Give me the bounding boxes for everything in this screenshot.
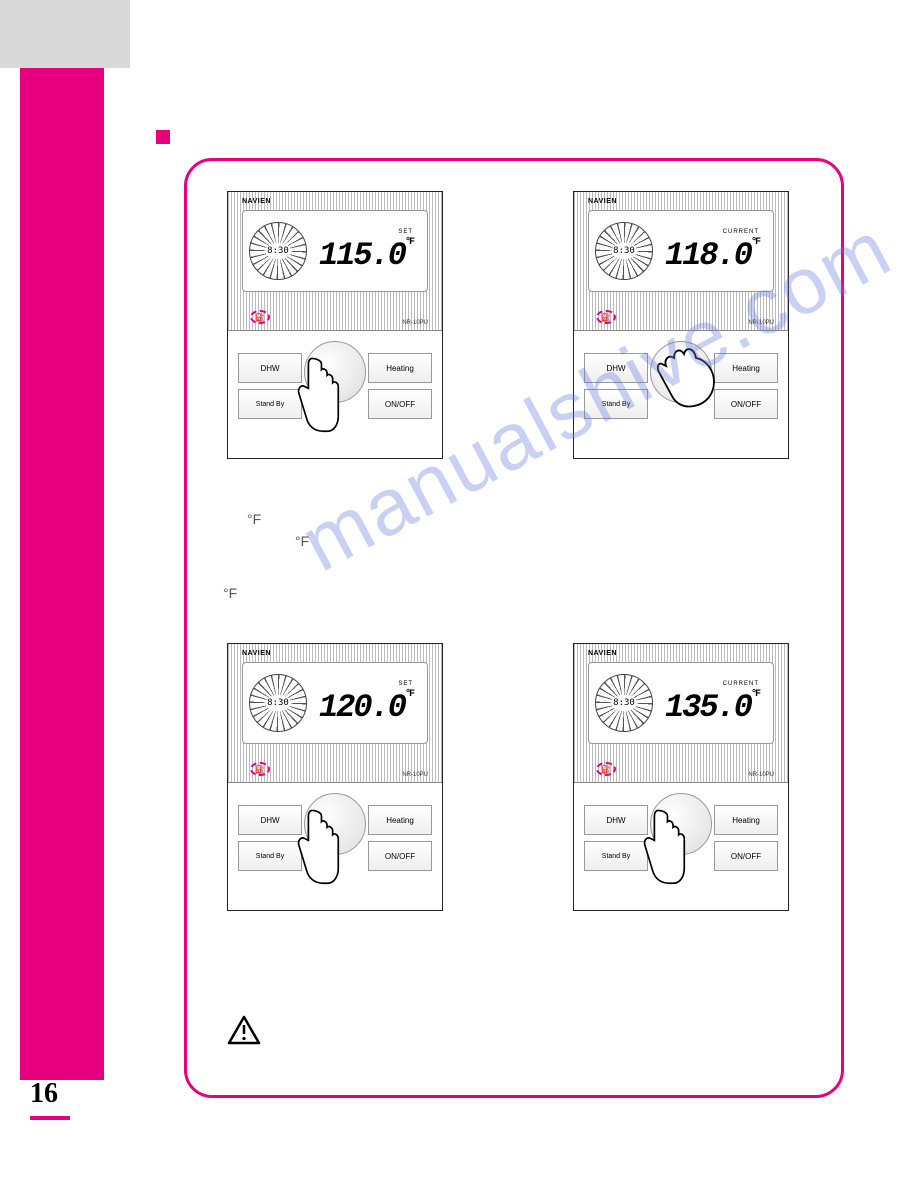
warning-icon bbox=[227, 1015, 261, 1045]
page-number: 16 bbox=[30, 1078, 70, 1120]
temp-readout: SET 120.0°F bbox=[307, 681, 421, 726]
rotary-dial[interactable] bbox=[304, 341, 366, 403]
lcd-screen: CURRENT 118.0°F bbox=[588, 210, 774, 292]
tap-icon bbox=[250, 310, 270, 324]
device-controls: DHW Heating Stand By ON/OFF bbox=[228, 330, 442, 460]
temp-readout: CURRENT 118.0°F bbox=[653, 229, 767, 274]
temp-readout: CURRENT 135.0°F bbox=[653, 681, 767, 726]
magenta-sidebar: OPERATING INSTRUCTIONS bbox=[20, 68, 104, 1080]
temp-value: 118.0°F bbox=[653, 237, 759, 274]
temp-value: 115.0°F bbox=[307, 237, 413, 274]
model-label: NR-10PU bbox=[402, 320, 428, 326]
lcd-screen: SET 120.0°F bbox=[242, 662, 428, 744]
rotary-dial[interactable] bbox=[650, 793, 712, 855]
temp-readout: SET 115.0°F bbox=[307, 229, 421, 274]
brand-label: NAVIEN bbox=[242, 198, 271, 205]
deg-f-mark: °F bbox=[295, 533, 309, 549]
tap-icon bbox=[596, 762, 616, 776]
onoff-button[interactable]: ON/OFF bbox=[368, 389, 432, 419]
temp-mode-label: CURRENT bbox=[653, 229, 759, 235]
deg-f-mark: °F bbox=[223, 585, 237, 601]
lcd-screen: SET 115.0°F bbox=[242, 210, 428, 292]
onoff-button[interactable]: ON/OFF bbox=[714, 841, 778, 871]
device-controls: DHW Heating Stand By ON/OFF bbox=[574, 330, 788, 460]
dhw-button[interactable]: DHW bbox=[584, 353, 648, 383]
instruction-panel: NAVIEN SET 115.0°F NR-10PU DHW Heating S… bbox=[184, 158, 844, 1098]
brand-label: NAVIEN bbox=[588, 650, 617, 657]
sidebar-label: OPERATING INSTRUCTIONS bbox=[120, 440, 146, 762]
heating-button[interactable]: Heating bbox=[714, 805, 778, 835]
standby-button[interactable]: Stand By bbox=[584, 389, 648, 419]
clock-dial bbox=[249, 222, 307, 280]
standby-button[interactable]: Stand By bbox=[238, 389, 302, 419]
dhw-button[interactable]: DHW bbox=[584, 805, 648, 835]
rotary-dial[interactable] bbox=[650, 341, 712, 403]
standby-button[interactable]: Stand By bbox=[584, 841, 648, 871]
dhw-button[interactable]: DHW bbox=[238, 353, 302, 383]
thermostat-device: NAVIEN CURRENT 118.0°F NR-10PU DHW Heati… bbox=[573, 191, 789, 459]
brand-label: NAVIEN bbox=[242, 650, 271, 657]
clock-dial bbox=[595, 674, 653, 732]
brand-label: NAVIEN bbox=[588, 198, 617, 205]
rotary-dial[interactable] bbox=[304, 793, 366, 855]
tap-icon bbox=[250, 762, 270, 776]
model-label: NR-10PU bbox=[748, 772, 774, 778]
onoff-button[interactable]: ON/OFF bbox=[368, 841, 432, 871]
temp-value: 120.0°F bbox=[307, 689, 413, 726]
thermostat-device: NAVIEN CURRENT 135.0°F NR-10PU DHW Heati… bbox=[573, 643, 789, 911]
device-controls: DHW Heating Stand By ON/OFF bbox=[574, 782, 788, 912]
dhw-button[interactable]: DHW bbox=[238, 805, 302, 835]
tap-icon bbox=[596, 310, 616, 324]
top-grey-block bbox=[0, 0, 130, 68]
deg-f-mark: °F bbox=[247, 511, 261, 527]
bullet-square bbox=[156, 130, 170, 144]
model-label: NR-10PU bbox=[402, 772, 428, 778]
model-label: NR-10PU bbox=[748, 320, 774, 326]
temp-value: 135.0°F bbox=[653, 689, 759, 726]
temp-mode-label: CURRENT bbox=[653, 681, 759, 687]
device-display-area: NAVIEN SET 120.0°F NR-10PU bbox=[228, 644, 442, 782]
thermostat-device: NAVIEN SET 115.0°F NR-10PU DHW Heating S… bbox=[227, 191, 443, 459]
clock-dial bbox=[249, 674, 307, 732]
temp-mode-label: SET bbox=[307, 229, 413, 235]
thermostat-device: NAVIEN SET 120.0°F NR-10PU DHW Heating S… bbox=[227, 643, 443, 911]
onoff-button[interactable]: ON/OFF bbox=[714, 389, 778, 419]
heating-button[interactable]: Heating bbox=[368, 805, 432, 835]
device-display-area: NAVIEN CURRENT 135.0°F NR-10PU bbox=[574, 644, 788, 782]
device-display-area: NAVIEN SET 115.0°F NR-10PU bbox=[228, 192, 442, 330]
heating-button[interactable]: Heating bbox=[714, 353, 778, 383]
standby-button[interactable]: Stand By bbox=[238, 841, 302, 871]
device-display-area: NAVIEN CURRENT 118.0°F NR-10PU bbox=[574, 192, 788, 330]
clock-dial bbox=[595, 222, 653, 280]
lcd-screen: CURRENT 135.0°F bbox=[588, 662, 774, 744]
device-controls: DHW Heating Stand By ON/OFF bbox=[228, 782, 442, 912]
temp-mode-label: SET bbox=[307, 681, 413, 687]
heating-button[interactable]: Heating bbox=[368, 353, 432, 383]
